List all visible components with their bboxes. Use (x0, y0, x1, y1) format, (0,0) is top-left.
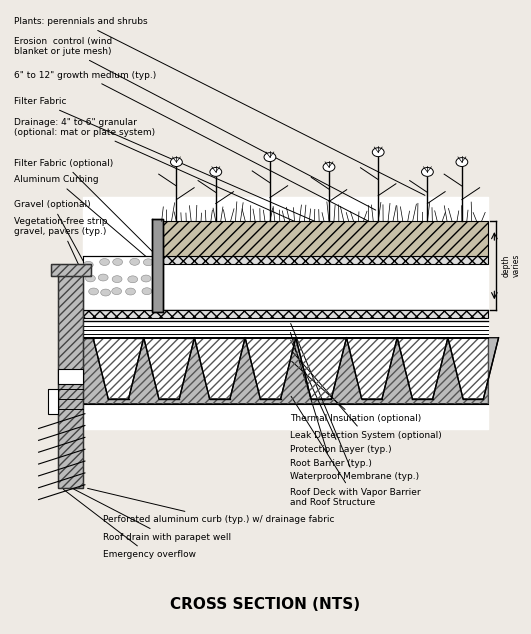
Text: CROSS SECTION (NTS): CROSS SECTION (NTS) (170, 597, 360, 612)
Polygon shape (157, 221, 489, 256)
Ellipse shape (170, 158, 182, 167)
Text: Roof Deck with Vapor Barrier
and Roof Structure: Roof Deck with Vapor Barrier and Roof St… (289, 396, 420, 507)
Ellipse shape (422, 167, 433, 176)
Polygon shape (52, 264, 91, 276)
Ellipse shape (141, 275, 151, 282)
Text: Plants: perennials and shrubs: Plants: perennials and shrubs (14, 17, 425, 195)
Text: Protection Layer (typ.): Protection Layer (typ.) (289, 340, 391, 454)
Ellipse shape (456, 158, 468, 167)
Text: Gravel (optional): Gravel (optional) (14, 200, 91, 276)
Text: Aluminum Curbing: Aluminum Curbing (14, 176, 155, 264)
Ellipse shape (372, 148, 384, 157)
Ellipse shape (128, 276, 138, 283)
Text: Thermal Insulation (optional): Thermal Insulation (optional) (289, 361, 421, 423)
Text: depth
varies: depth varies (501, 254, 520, 277)
Text: Filter Fabric (optional): Filter Fabric (optional) (14, 158, 155, 254)
Text: Vegetation-free strip
gravel, pavers (typ.): Vegetation-free strip gravel, pavers (ty… (14, 216, 107, 293)
Ellipse shape (85, 275, 96, 282)
Ellipse shape (126, 288, 135, 295)
Ellipse shape (323, 162, 335, 171)
Text: Perforated aluminum curb (typ.) w/ drainage fabric: Perforated aluminum curb (typ.) w/ drain… (88, 488, 334, 524)
Polygon shape (83, 338, 499, 404)
Ellipse shape (89, 288, 99, 295)
Text: Leak Detection System (optional): Leak Detection System (optional) (289, 351, 441, 440)
Polygon shape (58, 369, 83, 384)
Ellipse shape (264, 153, 276, 162)
Ellipse shape (112, 276, 122, 283)
Polygon shape (83, 310, 489, 318)
Ellipse shape (130, 259, 140, 265)
Polygon shape (152, 219, 162, 312)
Text: Filter Fabric: Filter Fabric (14, 98, 375, 248)
Ellipse shape (210, 167, 222, 176)
Polygon shape (48, 389, 58, 414)
Polygon shape (58, 271, 83, 488)
Text: Emergency overflow: Emergency overflow (64, 489, 195, 559)
Polygon shape (83, 256, 157, 310)
Ellipse shape (83, 261, 93, 268)
Text: 6" to 12" growth medium (typ.): 6" to 12" growth medium (typ.) (14, 71, 376, 225)
Text: Erosion  control (wind
blanket or jute mesh): Erosion control (wind blanket or jute me… (14, 37, 376, 210)
Text: Roof drain with parapet well: Roof drain with parapet well (74, 489, 231, 541)
Ellipse shape (143, 259, 153, 266)
Ellipse shape (101, 289, 110, 296)
Text: Waterproof Membrane (typ.): Waterproof Membrane (typ.) (289, 323, 419, 481)
Ellipse shape (100, 259, 109, 266)
Ellipse shape (112, 288, 122, 295)
Ellipse shape (113, 259, 123, 266)
Text: Root Barrier (typ.): Root Barrier (typ.) (289, 332, 372, 467)
Text: Drainage: 4" to 6" granular
(optional: mat or plate system): Drainage: 4" to 6" granular (optional: m… (14, 118, 375, 257)
Ellipse shape (98, 274, 108, 281)
Ellipse shape (142, 288, 152, 295)
Polygon shape (157, 256, 489, 264)
